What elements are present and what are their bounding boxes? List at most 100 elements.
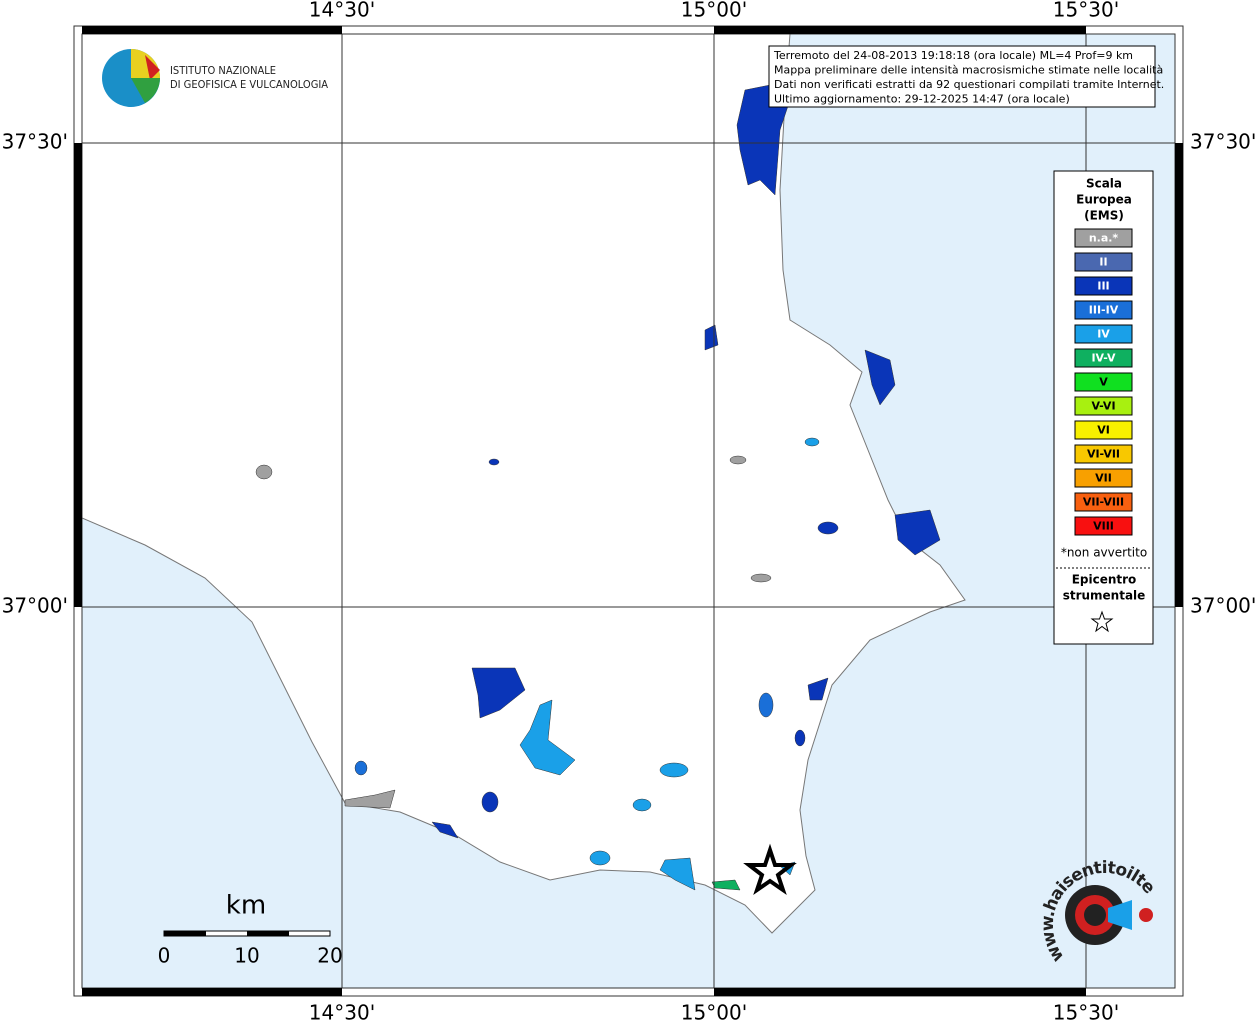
legend-swatch [1074, 228, 1133, 248]
town [488, 458, 500, 466]
legend-label: VII [1095, 472, 1112, 485]
legend-swatch [1074, 276, 1133, 296]
scale-label: 0 [158, 944, 171, 968]
lat-label: 37°00' [1190, 594, 1256, 618]
info-box [768, 45, 1156, 108]
legend-label: VII-VIII [1083, 496, 1124, 509]
frame [73, 25, 1184, 997]
info-line: Terremoto del 24-08-2013 19:18:18 (ora l… [773, 49, 1133, 62]
scale-bar-segment [247, 931, 289, 936]
scale-bar: km 0 10 20 [158, 891, 343, 968]
lon-label: 14°30' [309, 0, 375, 22]
legend-label: III [1097, 280, 1109, 293]
lat-label: 37°00' [2, 594, 68, 618]
scale-bar-segment [164, 931, 206, 936]
legend-label: IV [1097, 328, 1110, 341]
town [659, 857, 696, 891]
frame-bar [1175, 143, 1183, 607]
legend-label: IV-V [1091, 352, 1116, 365]
logo-target [1084, 904, 1106, 926]
legend-swatch [1074, 252, 1133, 272]
legend: ScalaEuropea(EMS)n.a.*IIIIIIII-IVIVIV-VV… [1056, 177, 1151, 633]
town [632, 798, 652, 812]
lat-label: 37°30' [2, 130, 68, 154]
legend-label: III-IV [1089, 304, 1119, 317]
lon-label: 15°00' [681, 1001, 747, 1025]
town [729, 455, 747, 465]
logo-segment [131, 78, 160, 103]
legend-epicenter: Epicentro [1072, 573, 1137, 587]
info-line: Dati non verificati estratti da 92 quest… [774, 78, 1164, 91]
town [758, 692, 774, 718]
town [589, 850, 611, 866]
scale-label: 10 [234, 944, 259, 968]
towns [255, 84, 941, 891]
legend-swatch [1074, 468, 1133, 488]
town [481, 791, 499, 813]
graticule [82, 34, 1175, 988]
info-line: Mappa preliminare delle intensità macros… [774, 64, 1163, 77]
lon-label: 15°30' [1053, 1001, 1119, 1025]
legend-star [1090, 610, 1114, 633]
town [864, 349, 896, 406]
frame-bar [74, 143, 82, 607]
legend-swatch [1074, 372, 1133, 392]
frame-bar [82, 26, 342, 34]
lon-label: 15°30' [1053, 0, 1119, 22]
legend-label: V-VI [1091, 400, 1115, 413]
ingv-logo: ISTITUTO NAZIONALE DI GEOFISICA E VULCAN… [102, 49, 328, 107]
lon-label: 14°30' [309, 1001, 375, 1025]
logo-text: DI GEOFISICA E VULCANOLOGIA [170, 78, 328, 91]
scale-label: 20 [317, 944, 342, 968]
legend-swatch [1074, 444, 1133, 464]
frame-bar [82, 988, 342, 996]
town [354, 760, 368, 776]
legend-swatch [1074, 492, 1133, 512]
town [471, 667, 526, 719]
logo-dot [1139, 908, 1153, 922]
legend-swatch [1074, 420, 1133, 440]
logo-speaker [1108, 900, 1132, 930]
legend-swatch [1074, 348, 1133, 368]
legend-label: VI [1097, 424, 1110, 437]
town [344, 789, 396, 809]
town [807, 677, 829, 701]
legend-label: VIII [1093, 520, 1114, 533]
info-text: Terremoto del 24-08-2013 19:18:18 (ora l… [773, 49, 1164, 106]
legend-label: n.a.* [1089, 232, 1119, 245]
legend-note: *non avvertito [1061, 546, 1147, 560]
frame-bar [714, 26, 1086, 34]
lon-label: 15°00' [681, 0, 747, 22]
town [750, 573, 772, 583]
logo-segment [145, 55, 160, 80]
town [817, 521, 839, 535]
scale-unit: km [226, 891, 266, 921]
legend-label: V [1099, 376, 1108, 389]
town [519, 699, 576, 776]
town [255, 464, 273, 480]
town [659, 762, 689, 778]
town [431, 821, 459, 839]
legend-swatch [1074, 396, 1133, 416]
land [82, 34, 966, 934]
legend-swatch [1074, 516, 1133, 536]
legend-swatch [1074, 300, 1133, 320]
legend-epicenter: strumentale [1063, 589, 1146, 603]
legend-label: II [1099, 256, 1107, 269]
town [704, 324, 719, 351]
legend-title: Europea [1076, 193, 1132, 207]
town [894, 509, 941, 556]
town [804, 437, 820, 447]
town [794, 729, 806, 747]
legend-title: (EMS) [1084, 209, 1124, 223]
epicenter-star [743, 843, 797, 896]
info-line: Ultimo aggiornamento: 29-12-2025 14:47 (… [774, 93, 1070, 106]
legend-label: VI-VII [1087, 448, 1120, 461]
legend-swatch [1074, 324, 1133, 344]
lat-label: 37°30' [1190, 130, 1256, 154]
legend-title: Scala [1086, 177, 1122, 191]
logo-text: ISTITUTO NAZIONALE [170, 64, 276, 77]
frame-bar [714, 988, 1086, 996]
